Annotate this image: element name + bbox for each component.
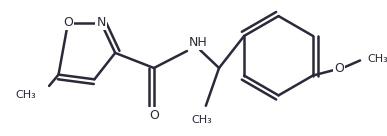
Text: O: O: [63, 16, 73, 29]
Text: CH₃: CH₃: [368, 54, 387, 64]
Text: CH₃: CH₃: [15, 90, 36, 100]
Text: N: N: [96, 16, 106, 29]
Text: O: O: [149, 109, 159, 122]
Text: NH: NH: [189, 36, 207, 49]
Text: CH₃: CH₃: [192, 115, 212, 125]
Text: O: O: [334, 61, 344, 75]
